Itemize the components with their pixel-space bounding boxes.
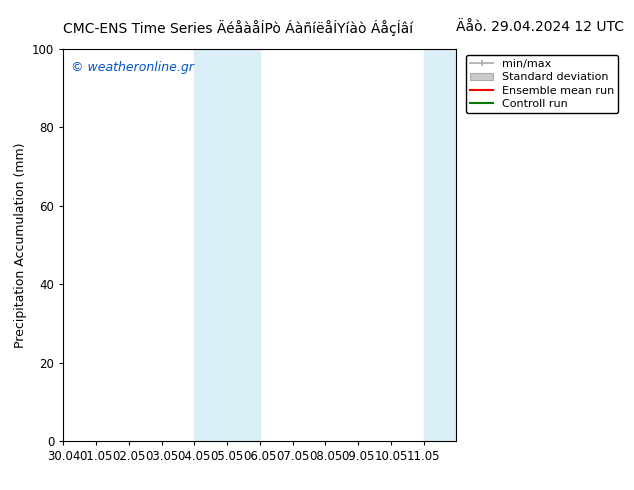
Legend: min/max, Standard deviation, Ensemble mean run, Controll run: min/max, Standard deviation, Ensemble me… <box>466 54 618 114</box>
Bar <box>195 49 260 441</box>
Text: © weatheronline.gr: © weatheronline.gr <box>71 61 194 74</box>
Y-axis label: Precipitation Accumulation (mm): Precipitation Accumulation (mm) <box>13 142 27 348</box>
Text: CMC-ENS Time Series ÄéåàåÍPò ÁàñíëåÍYíàò ÁåçÍâí: CMC-ENS Time Series ÄéåàåÍPò ÁàñíëåÍYíàò… <box>63 20 413 36</box>
Text: Äåò. 29.04.2024 12 UTC: Äåò. 29.04.2024 12 UTC <box>456 20 624 34</box>
Bar <box>424 49 456 441</box>
